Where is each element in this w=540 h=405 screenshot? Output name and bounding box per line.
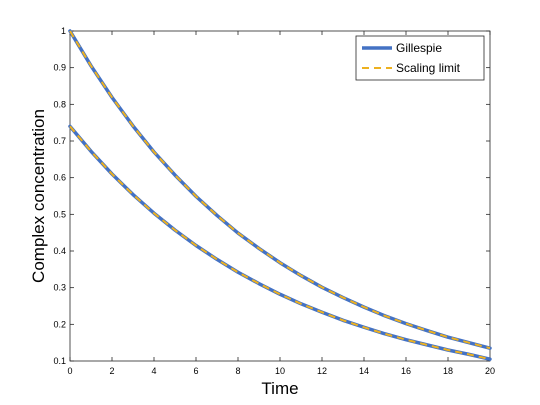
x-tick-label: 6 [193,366,198,376]
y-tick-label: 0.2 [53,319,66,329]
plot-area [69,30,491,362]
y-tick-label: 0.5 [53,209,66,219]
y-tick-label: 0.6 [53,173,66,183]
y-tick-label: 0.4 [53,246,66,256]
x-tick-label: 20 [485,366,495,376]
x-tick-label: 0 [67,366,72,376]
y-tick-label: 0.8 [53,99,66,109]
y-tick-label: 0.1 [53,356,66,366]
y-tick-label: 0.3 [53,283,66,293]
legend-label-gillespie: Gillespie [396,41,442,55]
x-tick-label: 8 [235,366,240,376]
series-line-scaling-limit-2 [69,30,491,350]
x-tick-label: 10 [275,366,285,376]
x-tick-label: 4 [151,366,156,376]
y-tick-label: 0.9 [53,63,66,73]
y-tick-label: 0.7 [53,136,66,146]
y-axis-title: Complex concentration [29,109,48,283]
x-tick-label: 12 [317,366,327,376]
y-tick-label: 1 [61,26,66,36]
x-tick-label: 18 [443,366,453,376]
x-tick-label: 14 [359,366,369,376]
legend: Gillespie Scaling limit [355,35,485,81]
x-tick-label: 2 [109,366,114,376]
legend-box [355,35,485,81]
series-line-scaling-limit-3 [69,125,491,361]
legend-label-scaling-limit: Scaling limit [396,61,461,75]
x-tick-label: 16 [401,366,411,376]
series-group [68,29,492,361]
axis-ticks: 0 2 4 6 8 10 12 14 16 18 20 0.1 0.2 0.3 0.4 0.5 0.6 0.7 0.… [53,26,495,376]
x-axis-title: Time [261,379,298,398]
